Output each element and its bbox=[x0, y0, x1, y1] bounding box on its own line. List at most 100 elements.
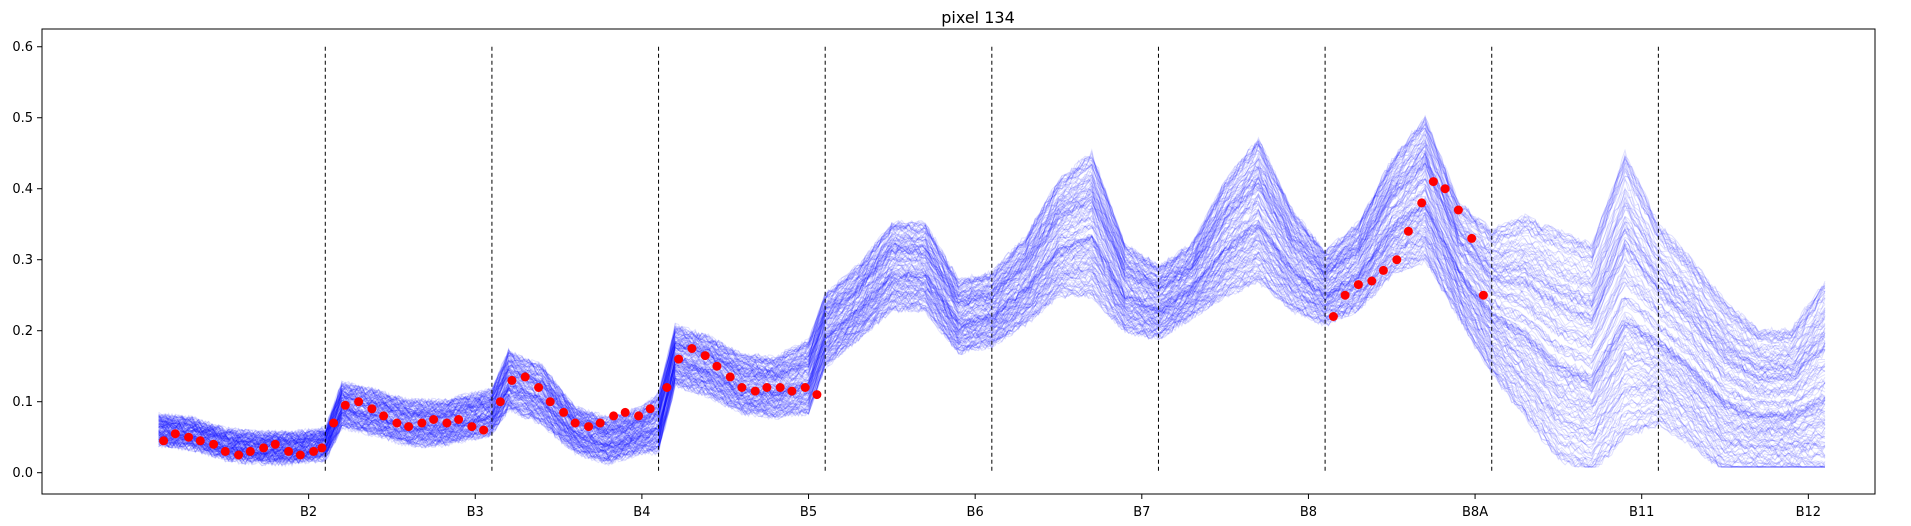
observed-point bbox=[317, 443, 327, 453]
observed-point bbox=[750, 386, 760, 396]
observed-point bbox=[507, 375, 517, 385]
ensemble-line bbox=[158, 149, 1826, 445]
ensemble-line bbox=[158, 256, 1825, 468]
observed-point bbox=[417, 418, 427, 428]
ensemble-line bbox=[158, 226, 1826, 462]
ensemble-line bbox=[158, 239, 1826, 464]
observed-point bbox=[712, 361, 722, 371]
observed-point bbox=[1467, 233, 1477, 243]
observed-point bbox=[159, 436, 169, 446]
ensemble-line bbox=[158, 151, 1826, 446]
y-tick-label: 0.2 bbox=[12, 324, 33, 339]
plot-frame bbox=[41, 28, 1876, 495]
ensemble-line bbox=[158, 219, 1826, 460]
ensemble-line bbox=[158, 221, 1826, 460]
ensemble-line bbox=[158, 202, 1826, 456]
ensemble-line bbox=[158, 232, 1826, 461]
ensemble-line bbox=[158, 146, 1826, 444]
observed-points bbox=[159, 177, 1488, 460]
observed-point bbox=[195, 436, 205, 446]
observed-point bbox=[170, 429, 180, 439]
ensemble-line bbox=[158, 255, 1825, 468]
y-tick-label: 0.4 bbox=[12, 182, 33, 197]
observed-point bbox=[442, 418, 452, 428]
x-tick-label: B4 bbox=[633, 505, 650, 520]
ensemble-line bbox=[158, 162, 1826, 449]
observed-point bbox=[737, 383, 747, 392]
ensemble-line bbox=[158, 257, 1825, 468]
observed-point bbox=[234, 450, 244, 460]
x-tick-label: B8A bbox=[1462, 505, 1488, 520]
observed-point bbox=[209, 439, 219, 449]
observed-point bbox=[645, 404, 655, 414]
y-axis: 0.0 0.1 0.2 0.3 0.4 0.5 0.6 bbox=[12, 40, 42, 481]
observed-point bbox=[595, 418, 605, 428]
observed-point bbox=[1392, 255, 1402, 265]
observed-point bbox=[1353, 280, 1363, 290]
observed-point bbox=[284, 446, 294, 456]
observed-point bbox=[762, 383, 772, 392]
ensemble-line bbox=[158, 126, 1826, 439]
x-tick-label: B12 bbox=[1796, 505, 1821, 520]
observed-point bbox=[367, 404, 377, 414]
ensemble-line bbox=[158, 208, 1826, 456]
y-tick-label: 0.5 bbox=[12, 111, 33, 126]
observed-point bbox=[1328, 312, 1338, 321]
ensemble-line bbox=[158, 229, 1826, 461]
ensemble-line bbox=[158, 255, 1825, 468]
ensemble-line bbox=[158, 117, 1826, 439]
observed-point bbox=[687, 344, 697, 353]
observed-point bbox=[454, 415, 464, 424]
ensemble-line bbox=[158, 219, 1826, 459]
ensemble-line bbox=[158, 153, 1826, 446]
observed-point bbox=[404, 422, 414, 432]
y-tick-label: 0.1 bbox=[12, 395, 33, 410]
ensemble-line bbox=[158, 237, 1826, 464]
ensemble-line bbox=[158, 116, 1826, 439]
ensemble-line bbox=[158, 144, 1826, 444]
ensemble-line bbox=[158, 143, 1826, 443]
y-tick-label: 0.6 bbox=[12, 40, 33, 55]
observed-point bbox=[429, 415, 439, 424]
ensemble-line bbox=[158, 156, 1826, 447]
observed-point bbox=[775, 383, 785, 392]
x-tick-label: B6 bbox=[967, 505, 984, 520]
x-tick-label: B3 bbox=[467, 505, 484, 520]
ensemble-line bbox=[158, 142, 1826, 444]
ensemble-line bbox=[158, 233, 1826, 462]
observed-point bbox=[1440, 184, 1450, 194]
observed-point bbox=[662, 383, 672, 392]
observed-point bbox=[467, 422, 477, 432]
x-tick-label: B11 bbox=[1629, 505, 1654, 520]
ensemble-line bbox=[158, 211, 1826, 459]
observed-point bbox=[725, 372, 735, 382]
observed-point bbox=[184, 432, 194, 442]
x-axis: B2 B3 B4 B5 B6 B7 B8 B8A B11 B12 bbox=[300, 494, 1821, 520]
ensemble-line bbox=[158, 245, 1826, 468]
ensemble-line bbox=[158, 201, 1826, 455]
observed-point bbox=[584, 422, 594, 432]
ensemble-line bbox=[158, 253, 1825, 468]
observed-point bbox=[1340, 290, 1350, 300]
ensemble-line bbox=[158, 206, 1826, 457]
ensemble-line bbox=[158, 156, 1826, 446]
chart-title: pixel 134 bbox=[941, 8, 1015, 27]
ensemble-line bbox=[158, 157, 1826, 448]
x-tick-label: B8 bbox=[1300, 505, 1317, 520]
ensemble-line bbox=[158, 235, 1826, 462]
observed-point bbox=[1417, 198, 1427, 208]
ensemble-line bbox=[158, 199, 1826, 455]
observed-point bbox=[295, 450, 305, 460]
observed-point bbox=[1428, 177, 1438, 187]
observed-point bbox=[259, 443, 269, 453]
observed-point bbox=[1453, 205, 1463, 215]
ensemble-line bbox=[158, 205, 1826, 456]
observed-point bbox=[1378, 265, 1388, 275]
ensemble-line bbox=[158, 149, 1826, 446]
observed-point bbox=[354, 397, 364, 407]
ensemble-line bbox=[158, 249, 1826, 468]
observed-point bbox=[787, 386, 797, 396]
observed-point bbox=[479, 425, 489, 435]
observed-point bbox=[520, 372, 530, 382]
